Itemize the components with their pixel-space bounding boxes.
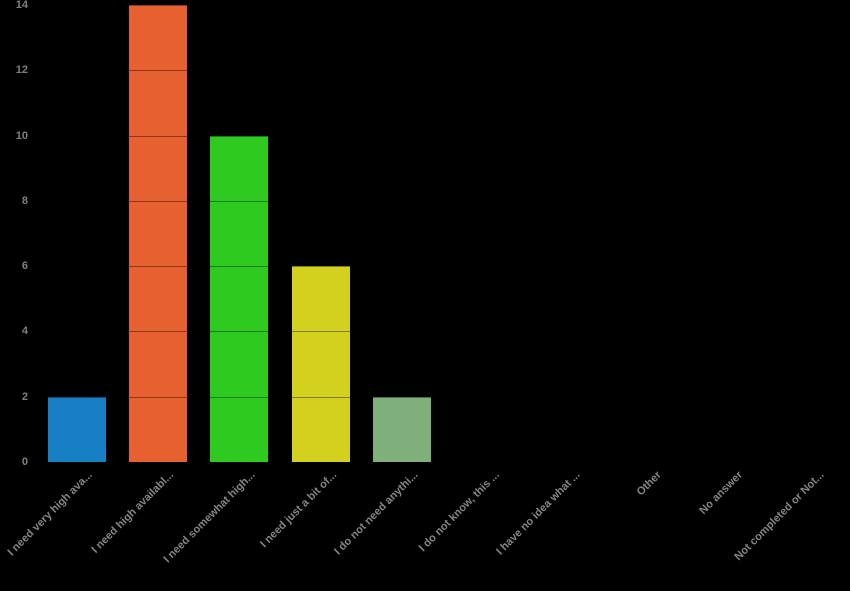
- x-tick-label: I do not know, this ...: [416, 469, 502, 555]
- x-tick-label: I need somewhat high...: [161, 469, 258, 566]
- gridline: [36, 70, 849, 71]
- y-tick-label: 8: [21, 194, 28, 207]
- x-tick-label: Other: [635, 469, 665, 499]
- y-tick-label: 10: [15, 129, 28, 142]
- bar: [129, 5, 187, 462]
- y-tick-label: 2: [21, 390, 28, 403]
- gridline: [36, 5, 849, 6]
- y-tick-label: 4: [21, 325, 28, 338]
- x-tick-label: Not completed or Not...: [732, 469, 827, 564]
- y-tick-label: 6: [21, 260, 28, 273]
- y-tick-label: 14: [15, 0, 28, 11]
- gridline: [36, 397, 849, 398]
- x-tick-label: I need very high ava...: [5, 469, 96, 559]
- gridline: [36, 331, 849, 332]
- x-tick-label: I need high availabl...: [89, 469, 177, 556]
- bar: [210, 136, 268, 462]
- x-tick-label: I have no idea what ...: [494, 469, 583, 558]
- gridline: [36, 266, 849, 267]
- x-tick-label: I do not need anythi...: [331, 469, 421, 558]
- bar: [292, 266, 350, 462]
- x-tick-label: No answer: [697, 469, 746, 517]
- bar: [373, 397, 431, 462]
- y-tick-label: 0: [21, 456, 28, 468]
- y-tick-label: 12: [15, 64, 28, 77]
- x-tick-label: I need just a bit of...: [257, 469, 340, 551]
- gridline: [36, 201, 849, 202]
- gridline: [36, 136, 849, 137]
- bar: [48, 397, 106, 462]
